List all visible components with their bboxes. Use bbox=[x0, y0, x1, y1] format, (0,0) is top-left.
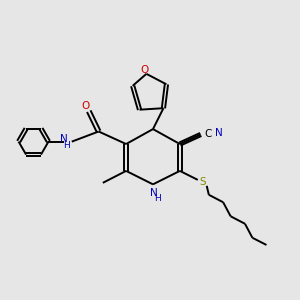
Text: O: O bbox=[82, 101, 90, 111]
Text: O: O bbox=[140, 65, 148, 75]
Text: H: H bbox=[154, 194, 160, 202]
Text: N: N bbox=[60, 134, 68, 144]
Text: C: C bbox=[205, 129, 212, 139]
Text: S: S bbox=[199, 177, 206, 187]
Text: N: N bbox=[150, 188, 158, 198]
Text: H: H bbox=[64, 141, 70, 150]
Text: N: N bbox=[215, 128, 223, 138]
